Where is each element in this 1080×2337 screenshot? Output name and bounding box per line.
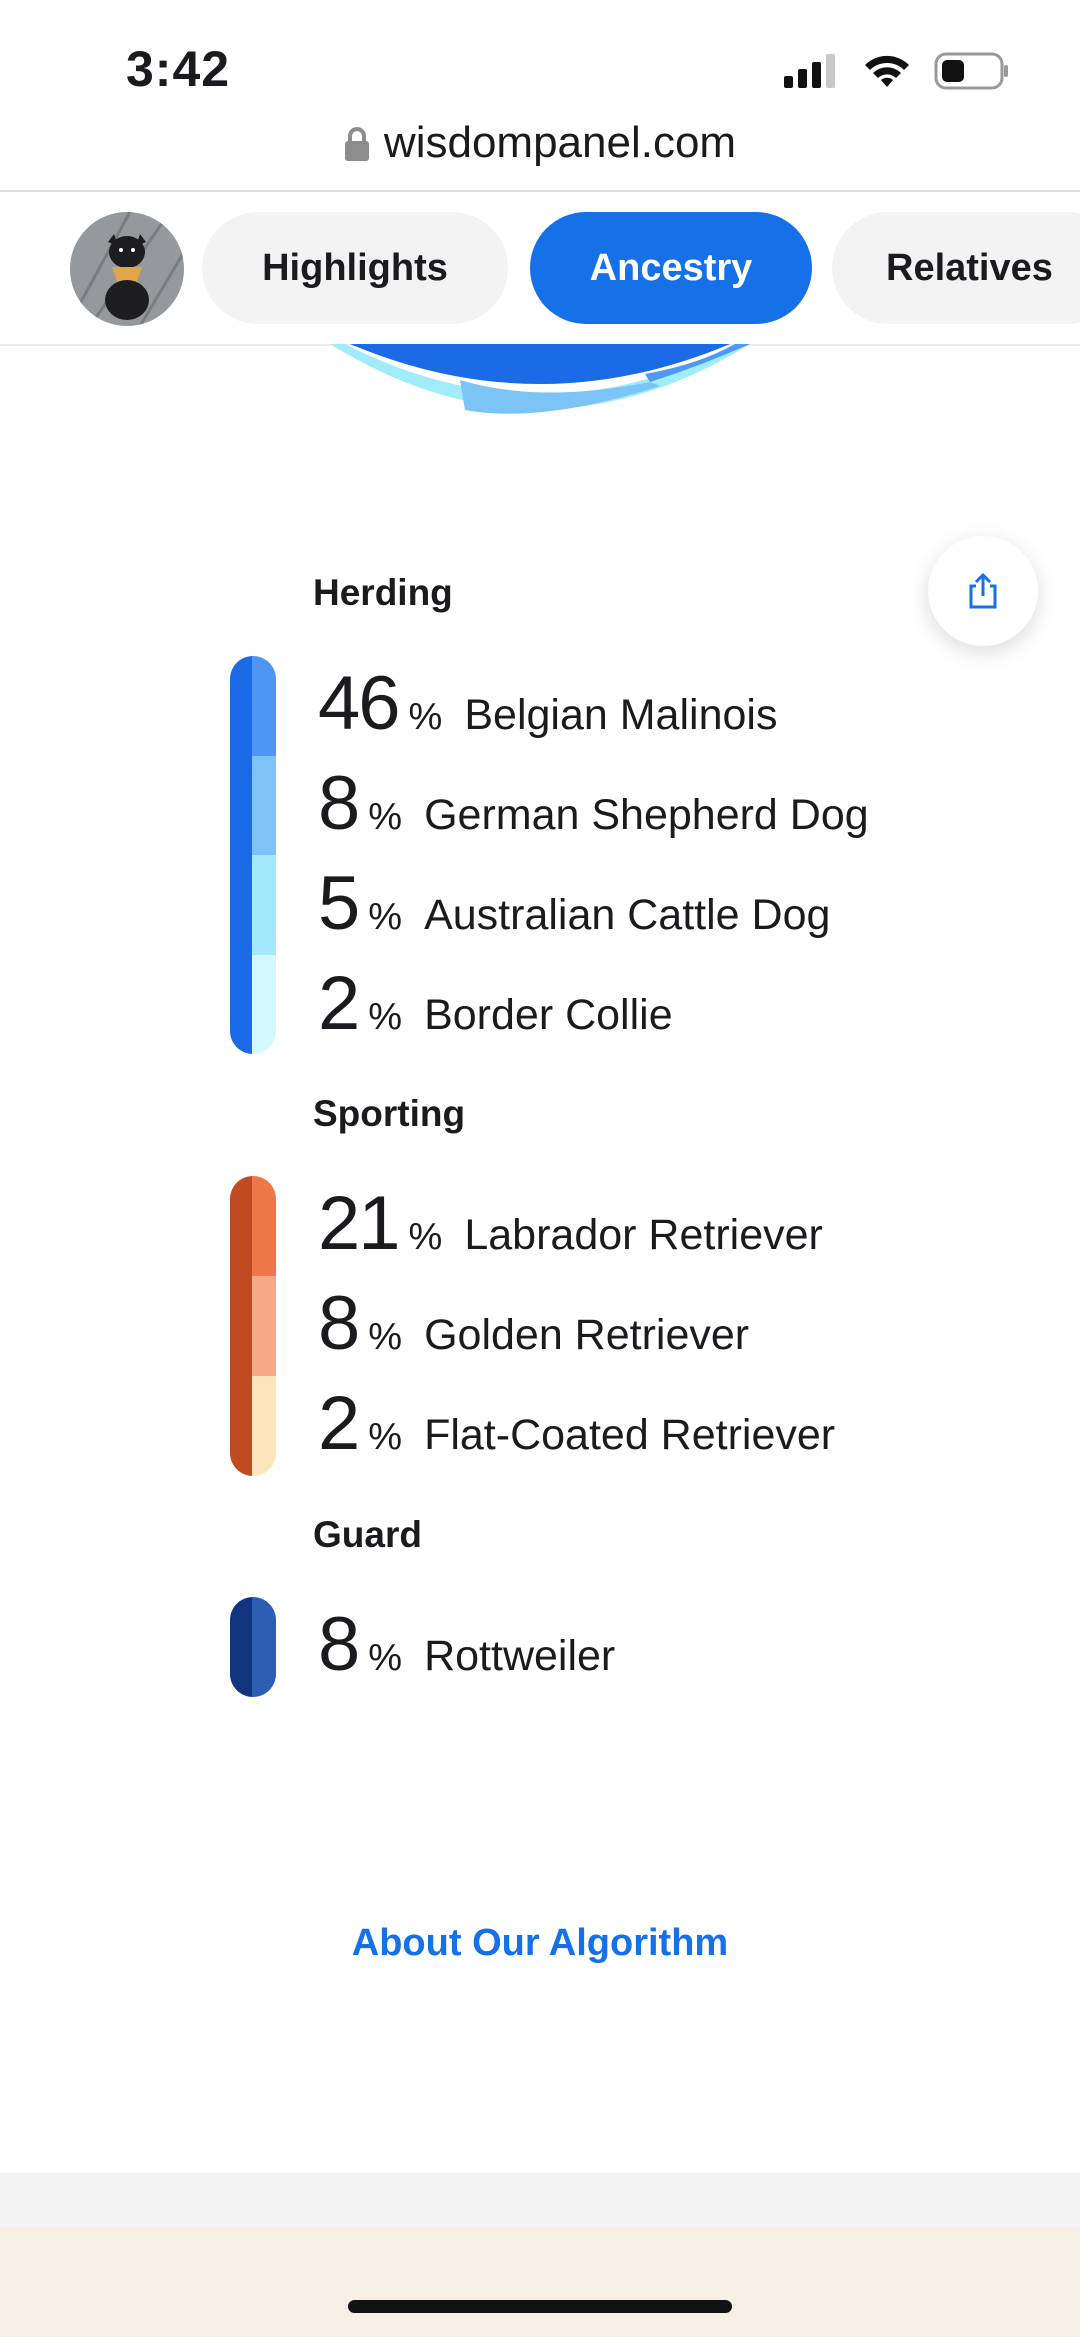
- percent-sign: %: [368, 896, 403, 938]
- footer-band: [0, 2173, 1080, 2227]
- wifi-icon: [865, 55, 909, 87]
- breed-row: 8% German Shepherd Dog: [318, 760, 869, 860]
- breed-percent: 8: [318, 761, 360, 846]
- breed-row: 21% Labrador Retriever: [318, 1180, 823, 1280]
- percent-sign: %: [368, 996, 403, 1038]
- dog-avatar[interactable]: [70, 212, 184, 326]
- breed-name: Border Collie: [424, 991, 673, 1039]
- breed-name: Labrador Retriever: [464, 1211, 823, 1259]
- breed-name: German Shepherd Dog: [424, 791, 869, 839]
- lock-icon: [344, 127, 369, 161]
- about-algorithm-link[interactable]: About Our Algorithm: [351, 1922, 729, 1964]
- herding-color-bar: [230, 656, 276, 1054]
- tab-highlights[interactable]: Highlights: [202, 212, 508, 324]
- address-bar[interactable]: wisdompanel.com: [0, 118, 1080, 168]
- percent-sign: %: [368, 796, 403, 838]
- tab-navigation: Highlights Ancestry Relatives: [0, 194, 1080, 344]
- home-indicator[interactable]: [348, 2300, 732, 2313]
- breed-percent: 5: [318, 861, 360, 946]
- group-title-sporting: Sporting: [313, 1093, 466, 1134]
- breed-row: 5% Australian Cattle Dog: [318, 860, 830, 960]
- breed-row: 2% Flat-Coated Retriever: [318, 1380, 835, 1480]
- breed-row: 46% Belgian Malinois: [318, 660, 777, 760]
- percent-sign: %: [408, 696, 443, 738]
- breed-percent: 21: [318, 1181, 401, 1266]
- group-title-herding: Herding: [313, 572, 453, 613]
- percent-sign: %: [368, 1316, 403, 1358]
- breed-name: Rottweiler: [424, 1632, 616, 1680]
- breed-name: Belgian Malinois: [464, 691, 778, 739]
- share-button[interactable]: [928, 536, 1038, 646]
- guard-color-bar: [230, 1597, 276, 1697]
- url-text: wisdompanel.com: [383, 118, 737, 167]
- sporting-color-bar: [230, 1176, 276, 1476]
- status-icons: [784, 48, 1010, 94]
- breed-percent: 2: [318, 1381, 360, 1466]
- group-title-guard: Guard: [313, 1514, 422, 1555]
- percent-sign: %: [368, 1637, 403, 1679]
- ancestry-donut-chart: [330, 344, 750, 414]
- breed-row: 8% Rottweiler: [318, 1601, 615, 1701]
- status-time: 3:42: [126, 41, 231, 97]
- tab-relatives[interactable]: Relatives: [832, 212, 1080, 324]
- cellular-signal-icon: [784, 54, 835, 88]
- breed-percent: 2: [318, 961, 360, 1046]
- status-bar: 3:42 wisdompanel.com: [0, 0, 1080, 167]
- breed-row: 2% Border Collie: [318, 960, 673, 1060]
- dog-photo: [70, 212, 184, 326]
- breed-percent: 8: [318, 1281, 360, 1366]
- battery-icon: [934, 52, 1008, 90]
- percent-sign: %: [368, 1416, 403, 1458]
- breed-percent: 8: [318, 1602, 360, 1687]
- breed-name: Flat-Coated Retriever: [424, 1411, 836, 1459]
- breed-row: 8% Golden Retriever: [318, 1280, 749, 1380]
- footer-cream-band: [0, 2227, 1080, 2337]
- breed-name: Golden Retriever: [424, 1311, 750, 1359]
- header-divider: [0, 190, 1080, 192]
- breed-percent: 46: [318, 661, 401, 746]
- breed-name: Australian Cattle Dog: [424, 891, 831, 939]
- tab-ancestry[interactable]: Ancestry: [530, 212, 812, 324]
- percent-sign: %: [408, 1216, 443, 1258]
- share-icon: [969, 572, 997, 609]
